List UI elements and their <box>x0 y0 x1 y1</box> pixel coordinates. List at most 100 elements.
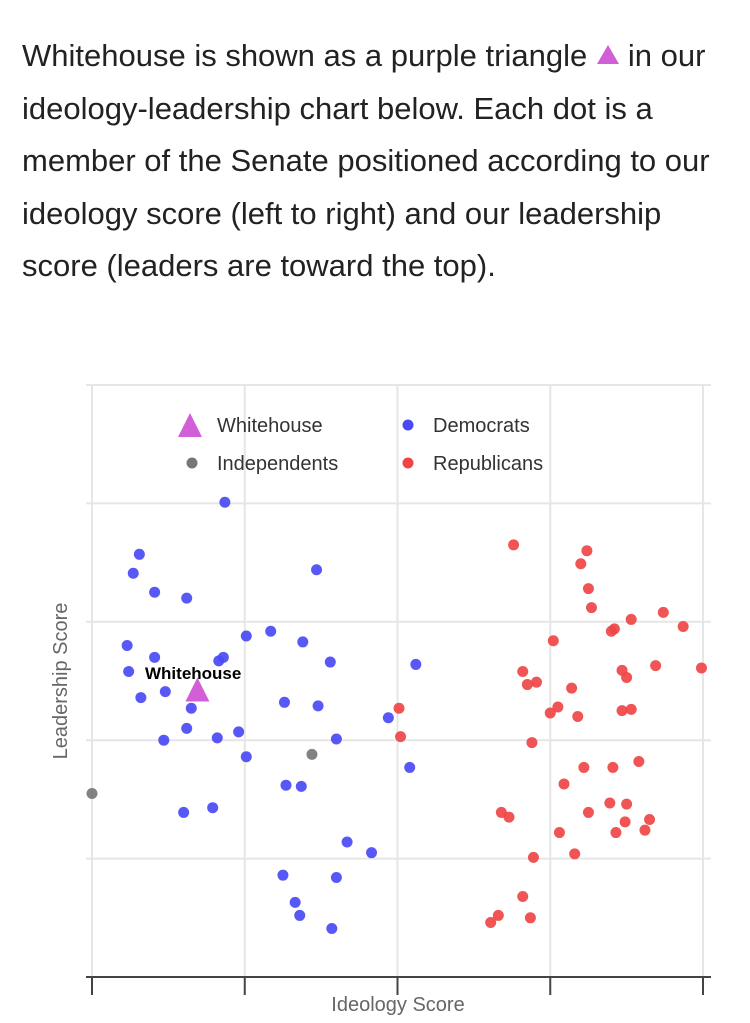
republicans-point[interactable] <box>639 824 651 836</box>
democrats-point[interactable] <box>181 592 193 604</box>
democrats-point[interactable] <box>341 836 353 848</box>
republicans-point[interactable] <box>395 731 407 743</box>
republicans-point[interactable] <box>544 707 556 719</box>
x-axis-label: Ideology Score <box>331 994 464 1016</box>
republicans-point[interactable] <box>644 814 656 826</box>
whitehouse-triangle-point[interactable] <box>185 677 210 702</box>
republicans-point[interactable] <box>616 705 628 717</box>
democrats-point[interactable] <box>149 651 161 663</box>
democrats-point[interactable] <box>330 733 342 745</box>
republicans-point[interactable] <box>657 606 669 618</box>
republicans-point[interactable] <box>575 558 587 570</box>
republicans-point[interactable] <box>650 660 662 672</box>
independents-point[interactable] <box>306 748 318 760</box>
republicans-point[interactable] <box>582 583 594 595</box>
democrats-point[interactable] <box>211 732 223 744</box>
republicans-point[interactable] <box>619 816 631 828</box>
democrats-point[interactable] <box>312 700 324 712</box>
republicans-point[interactable] <box>553 827 565 839</box>
democrats-point[interactable] <box>366 847 378 859</box>
y-axis-label: Leadership Score <box>50 603 72 760</box>
democrats-point[interactable] <box>121 639 133 651</box>
republicans-point[interactable] <box>610 827 622 839</box>
democrats-point[interactable] <box>217 651 229 663</box>
republicans-point[interactable] <box>625 703 637 715</box>
republicans-point[interactable] <box>526 737 538 749</box>
democrats-point[interactable] <box>240 630 252 642</box>
republicans-point[interactable] <box>517 890 529 902</box>
republicans-point[interactable] <box>527 851 539 863</box>
democrats-point[interactable] <box>233 726 245 738</box>
republicans-point[interactable] <box>492 909 504 921</box>
republicans-point[interactable] <box>695 662 707 674</box>
republicans-point[interactable] <box>503 811 515 823</box>
republicans-point[interactable] <box>677 621 689 633</box>
republicans-point[interactable] <box>569 848 581 860</box>
republicans-point[interactable] <box>608 623 620 635</box>
independents-point[interactable] <box>86 787 98 799</box>
democrats-point[interactable] <box>159 686 171 698</box>
purple-triangle-icon <box>597 45 620 64</box>
democrats-point[interactable] <box>277 869 289 881</box>
democrats-point[interactable] <box>404 761 416 773</box>
legend-democrats: Democrats <box>433 415 530 437</box>
democrats-point[interactable] <box>123 666 135 678</box>
democrats-point[interactable] <box>240 751 252 763</box>
republicans-point[interactable] <box>517 666 529 678</box>
democrats-point[interactable] <box>294 909 306 921</box>
democrats-point[interactable] <box>265 625 277 637</box>
republicans-point[interactable] <box>604 797 616 809</box>
data-points <box>86 496 707 934</box>
legend: Whitehouse Democrats Independents Republ… <box>178 413 543 475</box>
republicans-point[interactable] <box>547 635 559 647</box>
republicans-point[interactable] <box>572 711 584 723</box>
republicans-point[interactable] <box>578 761 590 773</box>
republicans-point[interactable] <box>581 545 593 557</box>
democrats-point[interactable] <box>289 896 301 908</box>
intro-line-1: Whitehouse is shown as a purple triangle <box>22 38 588 73</box>
republicans-point[interactable] <box>582 806 594 818</box>
republicans-point[interactable] <box>621 798 633 810</box>
democrats-point[interactable] <box>127 567 139 579</box>
democrats-point[interactable] <box>207 802 219 814</box>
legend-democrats-dot-icon <box>402 419 414 431</box>
republicans-point[interactable] <box>558 778 570 790</box>
democrats-point[interactable] <box>324 656 336 668</box>
democrats-point[interactable] <box>330 872 342 884</box>
democrats-point[interactable] <box>410 658 422 670</box>
republicans-point[interactable] <box>521 679 533 691</box>
democrats-point[interactable] <box>280 779 292 791</box>
democrats-point[interactable] <box>326 922 338 934</box>
democrats-point[interactable] <box>135 692 147 704</box>
whitehouse-point-label: Whitehouse <box>145 664 241 683</box>
legend-whitehouse-triangle-icon <box>178 413 202 437</box>
democrats-point[interactable] <box>149 586 161 598</box>
republicans-point[interactable] <box>621 671 633 683</box>
democrats-point[interactable] <box>382 712 394 724</box>
democrats-point[interactable] <box>158 734 170 746</box>
democrats-point[interactable] <box>181 722 193 734</box>
republicans-point[interactable] <box>508 539 520 551</box>
legend-republicans: Republicans <box>433 453 543 475</box>
legend-republicans-dot-icon <box>402 457 414 469</box>
republicans-point[interactable] <box>566 682 578 694</box>
republicans-point[interactable] <box>524 912 536 924</box>
republicans-point[interactable] <box>607 761 619 773</box>
legend-whitehouse: Whitehouse <box>217 415 323 437</box>
legend-independents-dot-icon <box>186 457 198 469</box>
republicans-point[interactable] <box>531 676 543 688</box>
republicans-point[interactable] <box>633 756 645 768</box>
democrats-point[interactable] <box>133 548 145 560</box>
republicans-point[interactable] <box>552 701 564 713</box>
democrats-point[interactable] <box>311 564 323 576</box>
democrats-point[interactable] <box>297 636 309 648</box>
republicans-point[interactable] <box>625 613 637 625</box>
democrats-point[interactable] <box>185 702 197 714</box>
democrats-point[interactable] <box>295 780 307 792</box>
democrats-point[interactable] <box>278 696 290 708</box>
republicans-point[interactable] <box>485 917 497 929</box>
democrats-point[interactable] <box>219 496 231 508</box>
republicans-point[interactable] <box>393 702 405 714</box>
democrats-point[interactable] <box>178 806 190 818</box>
republicans-point[interactable] <box>585 602 597 614</box>
